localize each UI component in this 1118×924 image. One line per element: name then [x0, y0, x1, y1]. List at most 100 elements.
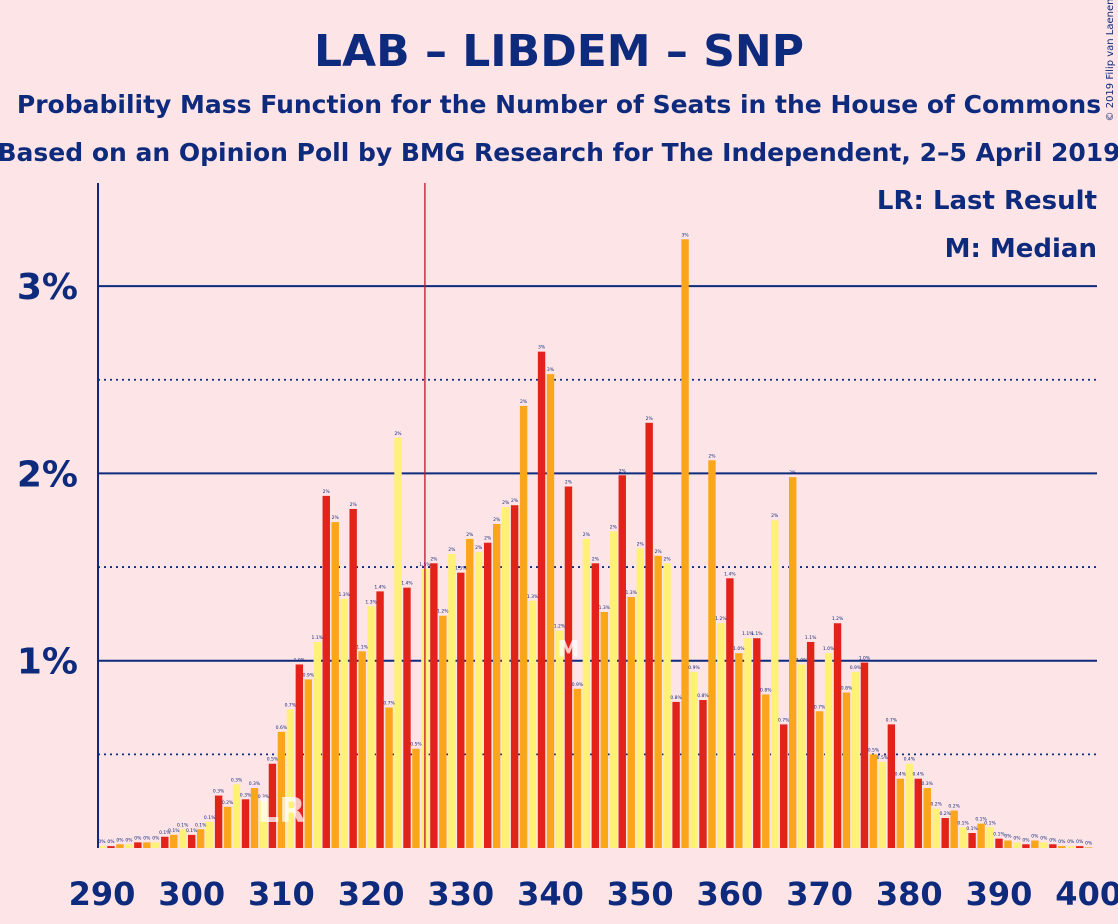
bar-seat-290 [98, 846, 106, 848]
bar-label-seat-386: 0.1% [957, 820, 969, 826]
bar-seat-365 [771, 520, 779, 848]
bar-label-seat-327: 2% [430, 556, 438, 562]
bar-seat-328 [439, 615, 447, 848]
bar-seat-375 [860, 662, 869, 848]
x-tick-labels: 290 300 310 320 330 340 350 360 370 380 390 400 [69, 875, 1118, 913]
bar-seat-335 [501, 507, 510, 848]
x-tick-label: 400 [1055, 875, 1118, 913]
bar-seat-391 [1004, 840, 1012, 848]
bar-seat-384 [941, 818, 949, 848]
bar-seat-327 [430, 563, 438, 848]
bar-label-seat-353: 2% [664, 556, 672, 562]
bar-label-seat-318: 2% [350, 502, 358, 508]
bar-seat-363 [753, 638, 761, 848]
bar-label-seat-355: 3% [681, 232, 689, 238]
bar-seat-330 [457, 572, 465, 848]
bar-label-seat-385: 0.2% [948, 804, 960, 810]
bar-label-seat-305: 0.3% [231, 777, 243, 783]
bar-seat-389 [986, 827, 994, 848]
bar-seat-385 [950, 810, 958, 848]
bar-label-seat-344: 2% [583, 532, 591, 538]
bar-label-seat-341: 1.2% [554, 624, 566, 630]
bar-seat-366 [780, 724, 788, 848]
x-tick-label: 310 [248, 875, 315, 913]
bar-label-seat-349: 1.3% [626, 590, 638, 596]
bar-label-seat-302: 0.1% [204, 815, 216, 821]
bar-label-seat-399: 0% [1076, 839, 1084, 845]
bar-seat-394 [1031, 840, 1039, 848]
bar-label-seat-331: 2% [466, 532, 474, 538]
bar-seat-343 [573, 688, 582, 848]
bar-label-seat-357: 0.8% [697, 693, 709, 699]
bar-label-seat-333: 2% [484, 536, 492, 542]
bar-seat-314 [313, 641, 321, 848]
bar-label-seat-332: 2% [475, 545, 483, 551]
bar-label-seat-388: 0.1% [975, 817, 987, 823]
bar-label-seat-398: 0% [1067, 839, 1075, 845]
bar-seat-372 [833, 623, 842, 848]
bar-label-seat-387: 0.1% [966, 826, 978, 832]
bar-label-seat-292: 0% [116, 837, 124, 843]
bar-label-seat-339: 3% [538, 345, 546, 351]
bar-label-seat-328: 1.2% [437, 609, 449, 615]
bar-label-seat-340: 3% [547, 367, 555, 373]
bar-label-seat-311: 0.7% [285, 702, 297, 708]
bar-seat-344 [582, 538, 591, 848]
bar-seat-325 [412, 748, 420, 848]
bar-seat-399 [1076, 846, 1084, 848]
bar-seat-349 [627, 597, 635, 848]
bar-label-seat-329: 2% [448, 547, 456, 553]
bar-label-seat-345: 2% [592, 556, 600, 562]
bar-label-seat-343: 0.9% [572, 682, 584, 688]
bar-seat-378 [887, 724, 896, 848]
bar-seat-317 [340, 598, 348, 848]
bar-seat-351 [645, 422, 653, 848]
bar-seat-301 [196, 829, 205, 848]
chart-subtitle-2: Based on an Opinion Poll by BMG Research… [0, 138, 1118, 167]
y-tick-labels: 1% 2% 3% [17, 267, 78, 683]
bar-seat-364 [762, 694, 770, 848]
bar-seat-311 [286, 709, 295, 848]
bar-label-seat-315: 2% [323, 489, 331, 495]
bar-seat-362 [744, 638, 752, 848]
bar-seat-381 [914, 778, 922, 848]
bar-label-seat-303: 0.3% [213, 789, 225, 795]
bar-label-seat-348: 2% [619, 468, 627, 474]
bar-seat-380 [905, 763, 913, 848]
copyright-text: © 2019 Filip van Laenen [1105, 0, 1116, 121]
x-tick-label: 290 [69, 875, 136, 913]
bar-seat-400 [1085, 847, 1093, 848]
bar-seat-340 [546, 374, 555, 848]
bar-label-seat-360: 1.4% [724, 571, 736, 577]
legend-last-result: LR: Last Result [877, 186, 1097, 216]
bar-label-seat-338: 1.3% [527, 594, 539, 600]
bar-seat-293 [125, 844, 133, 848]
bar-label-seat-359: 1.2% [715, 616, 727, 622]
bar-label-seat-358: 2% [708, 453, 716, 459]
bar-label-seat-391: 0% [1004, 834, 1012, 840]
bar-label-seat-296: 0% [152, 835, 160, 841]
bar-seat-376 [869, 754, 878, 848]
bar-seat-310 [277, 731, 286, 848]
bar-label-seat-370: 0.7% [814, 704, 826, 710]
bar-label-seat-383: 0.2% [930, 802, 942, 808]
bar-label-seat-390: 0.1% [993, 832, 1005, 838]
bar-seat-319 [358, 651, 366, 848]
bar-label-seat-396: 0% [1049, 837, 1057, 843]
bar-label-seat-375: 1.0% [859, 656, 871, 662]
bar-label-seat-380: 0.4% [904, 757, 916, 763]
bar-label-seat-381: 0.4% [913, 772, 925, 778]
bar-seat-392 [1013, 842, 1021, 848]
bar-seat-373 [842, 692, 851, 848]
bar-seat-350 [636, 548, 644, 848]
bars [98, 239, 1093, 848]
bar-label-seat-384: 0.2% [939, 811, 951, 817]
y-tick-label: 1% [17, 642, 78, 683]
bar-label-seat-395: 0% [1040, 835, 1048, 841]
bar-seat-304 [223, 806, 232, 848]
bar-seat-342 [564, 486, 573, 848]
bar-seat-353 [663, 563, 671, 848]
bar-seat-336 [510, 505, 519, 848]
bar-label-seat-366: 0.7% [778, 717, 790, 723]
